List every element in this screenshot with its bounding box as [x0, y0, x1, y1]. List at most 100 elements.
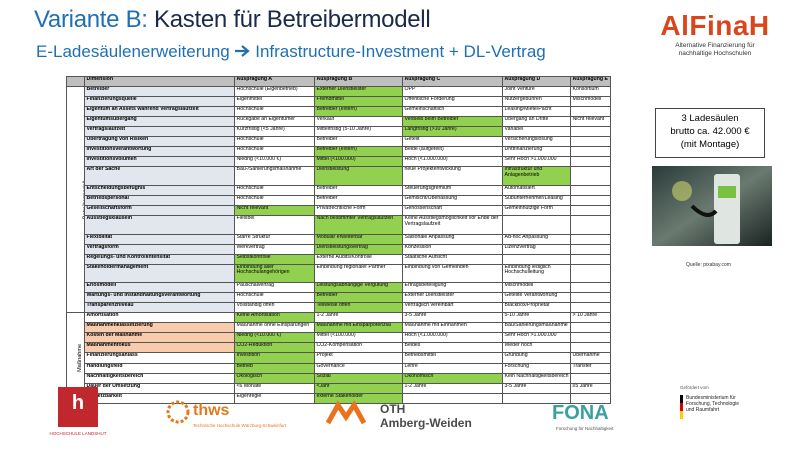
- note-line: 3 Ladesäulen: [681, 113, 739, 124]
- option-cell: Geteilt: [402, 136, 503, 148]
- option-cell: Starre Struktur: [234, 233, 315, 245]
- option-cell: ÖPP: [402, 86, 503, 98]
- option-cell: Übergang an Dritte: [502, 116, 571, 128]
- title: Variante B: Kasten für Betreibermodell: [34, 6, 431, 34]
- option-cell: Maßnahme ohne Einsparungen: [234, 322, 315, 334]
- empty-cell: [502, 214, 571, 235]
- dimension-cell: Regelungs- und Kontrollintensität: [84, 253, 235, 265]
- column-header: Ausprägung A: [234, 75, 315, 88]
- empty-cell: [570, 342, 611, 354]
- option-cell: 1-2 Jahre: [314, 312, 403, 324]
- table-row: Maßnahmenklassifizierung Maßnahme ohne Ei…: [67, 322, 611, 334]
- dimension-cell: Maßnahmenfokus: [84, 342, 235, 354]
- option-cell: Versicherungslösung: [502, 136, 571, 148]
- option-cell: Einbindung aller Hochschulangehörigen: [234, 263, 315, 284]
- option-cell: Konzession: [402, 243, 503, 255]
- dimension-cell: Gesellschaftsform: [84, 204, 235, 216]
- option-cell: Governance: [314, 362, 403, 374]
- table-row: Eigentum an Assets während Vertragslaufz…: [67, 106, 611, 118]
- table-row: Kosten der Maßnahme Niedrig (<10.000 €) Mi…: [67, 332, 611, 344]
- option-cell: Saisonale Anpassung: [402, 233, 503, 245]
- dimension-cell: Kosten der Maßnahme: [84, 332, 235, 344]
- section-label: Maßnahme: [77, 344, 84, 373]
- option-cell: Nicht relevant: [570, 116, 611, 128]
- option-cell: Hochschule: [234, 146, 315, 158]
- option-cell: Pauschalvertrag: [234, 282, 315, 294]
- fona-sub: Forschung für Nachhaltigkeit: [556, 426, 614, 431]
- option-cell: Hochschule: [234, 292, 315, 304]
- column-header: Ausprägung C: [402, 75, 503, 88]
- table-row: Stakeholdermanagement Einbindung aller Ho…: [67, 263, 611, 284]
- option-cell: Infrastruktur und Anlagenbetrieb: [502, 166, 571, 186]
- table-row: Eigentumsübergang Rückgabe an Eigentümer V…: [67, 116, 611, 128]
- cost-note: 3 Ladesäulen brutto ca. 42.000 € (mit Mo…: [655, 108, 765, 158]
- option-cell: Hochschule: [234, 136, 315, 148]
- empty-cell: [570, 282, 611, 294]
- dimension-cell: Entscheidungsbefugnis: [84, 184, 235, 196]
- option-cell: Einbindung lediglich Hochschulleitung: [502, 263, 571, 284]
- table-row: Handlungsfeld Betrieb Governance Lehre Forsc…: [67, 362, 611, 374]
- option-cell: 5-10 Jahre: [502, 312, 571, 324]
- table-row: Ausstiegsklauseln Flexibel Nach bestimmter…: [67, 214, 611, 235]
- option-cell: Selbstkontrolle: [234, 253, 315, 265]
- dimension-cell: Transparenzniveau: [84, 302, 235, 314]
- landshut-mark: [58, 387, 98, 427]
- table-row: Finanzierungsanlass Investition Projekt Bet…: [67, 352, 611, 364]
- dimension-cell: Investitionsverantwortung: [84, 146, 235, 158]
- option-cell: Betreiber: [314, 292, 403, 304]
- option-cell: Öffentliche Förderung: [402, 96, 503, 108]
- option-cell: Teilweise offen: [314, 302, 403, 314]
- option-cell: Drittfinanzierung: [502, 146, 571, 158]
- option-cell: Joint Venture: [502, 86, 571, 98]
- empty-cell: [570, 106, 611, 118]
- option-cell: Vollständig offen: [234, 302, 315, 314]
- table-row: Wartungs- und Instandhaltungsverantwortu…: [67, 292, 611, 304]
- option-cell: Mittelfristig (5-10 Jahre): [314, 126, 403, 138]
- empty-cell: [570, 253, 611, 265]
- title-prefix: Variante B:: [34, 6, 148, 33]
- option-cell: Hochschule (Eigenbetrieb): [234, 86, 315, 98]
- dimension-cell: Wartungs- und Instandhaltungsverantwortu…: [84, 292, 235, 304]
- option-cell: Gemischt/Überlassung: [402, 194, 503, 206]
- option-cell: Projekt: [314, 352, 403, 364]
- option-cell: Betreiber (extern): [314, 146, 403, 158]
- image-source: Quelle: pixabay.com: [686, 262, 731, 268]
- option-cell: CO2-Kompensation: [314, 342, 403, 354]
- charging-photo: [652, 166, 772, 246]
- fona-text: FONA: [552, 402, 609, 424]
- empty-cell: [570, 204, 611, 216]
- option-cell: Privatrechtliche Form: [314, 204, 403, 216]
- option-cell: Lehre: [402, 362, 503, 374]
- empty-cell: [570, 194, 611, 206]
- logo-tagline: Alternative Finanzierung für nachhaltige…: [675, 42, 755, 57]
- dimension-cell: Finanzierungsanlass: [84, 352, 235, 364]
- empty-cell: [570, 214, 611, 235]
- option-cell: Verbleib beim Betreiber: [402, 116, 503, 128]
- option-cell: Hoch (<1.000.000): [402, 156, 503, 168]
- table-row: Investitionsverantwortung Hochschule Betre…: [67, 146, 611, 158]
- table-row: Finanzierungsquelle Eigenmittel Fremdmitte…: [67, 96, 611, 108]
- footer-logos: h HOCHSCHULE LANDSHUT thws Technische Ho…: [49, 385, 739, 436]
- subtitle-right: Infrastructure-Investment + DL-Vertrag: [255, 42, 546, 61]
- note-line: brutto ca. 42.000 €: [670, 126, 750, 137]
- dimension-cell: Vertragsform: [84, 243, 235, 255]
- table-row: Betriebspersonal Hochschule Betreiber Gemis…: [67, 194, 611, 206]
- empty-cell: [570, 292, 611, 304]
- option-cell: Einbindung regionaler Partner: [314, 263, 403, 284]
- empty-cell: [570, 146, 611, 158]
- option-cell: Steuerungsgremium: [402, 184, 503, 196]
- thws-mark: [166, 400, 190, 424]
- option-cell: Konsortium: [570, 86, 611, 98]
- option-cell: Weder noch: [502, 342, 571, 354]
- corner-cell: [66, 75, 85, 88]
- option-cell: Mittel (<100.000): [314, 156, 403, 168]
- table-row: Übertragung von Risiken Hochschule Betreib…: [67, 136, 611, 148]
- option-cell: Genossenschaft: [402, 204, 503, 216]
- empty-cell: [570, 332, 611, 344]
- dimension-cell: Eigentum an Assets während Vertragslaufz…: [84, 106, 235, 118]
- option-cell: Fremdmittel: [314, 96, 403, 108]
- dimension-cell: Investitionsvolumen: [84, 156, 235, 168]
- dimension-cell: Übertragung von Risiken: [84, 136, 235, 148]
- option-cell: Hochschule: [234, 106, 315, 118]
